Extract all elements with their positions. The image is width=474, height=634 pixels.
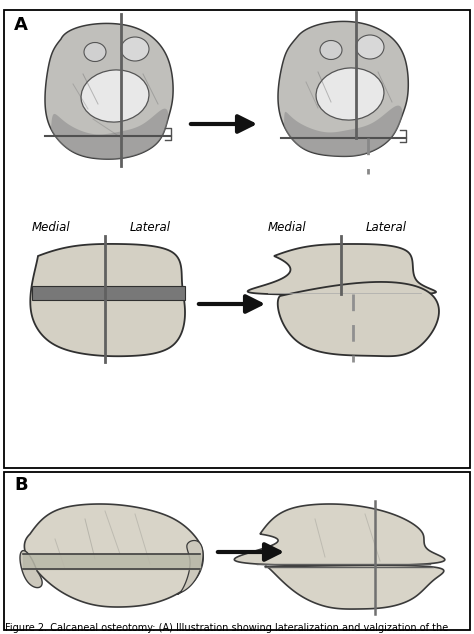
Polygon shape xyxy=(45,23,173,159)
Polygon shape xyxy=(265,566,444,609)
Polygon shape xyxy=(30,244,185,356)
Polygon shape xyxy=(32,286,185,300)
Text: A: A xyxy=(14,16,28,34)
Text: Lateral: Lateral xyxy=(130,221,171,234)
Text: Medial: Medial xyxy=(268,221,307,234)
Polygon shape xyxy=(24,504,203,607)
Text: Figure 2. Calcaneal osteotomy: (A) Illustration showing lateralization and valgi: Figure 2. Calcaneal osteotomy: (A) Illus… xyxy=(5,623,448,633)
Text: Lateral: Lateral xyxy=(366,221,407,234)
Polygon shape xyxy=(284,106,402,157)
Bar xyxy=(4,472,470,630)
Text: Medial: Medial xyxy=(32,221,71,234)
Ellipse shape xyxy=(121,37,149,61)
Ellipse shape xyxy=(320,41,342,60)
Polygon shape xyxy=(234,504,445,566)
Ellipse shape xyxy=(81,70,149,122)
Polygon shape xyxy=(177,541,203,594)
Ellipse shape xyxy=(316,68,384,120)
Ellipse shape xyxy=(356,35,384,59)
Polygon shape xyxy=(278,22,408,157)
Polygon shape xyxy=(278,282,439,356)
Bar xyxy=(4,10,470,468)
Polygon shape xyxy=(20,550,42,588)
Text: B: B xyxy=(14,476,27,494)
Polygon shape xyxy=(51,108,168,159)
Polygon shape xyxy=(247,244,436,295)
Ellipse shape xyxy=(84,42,106,61)
